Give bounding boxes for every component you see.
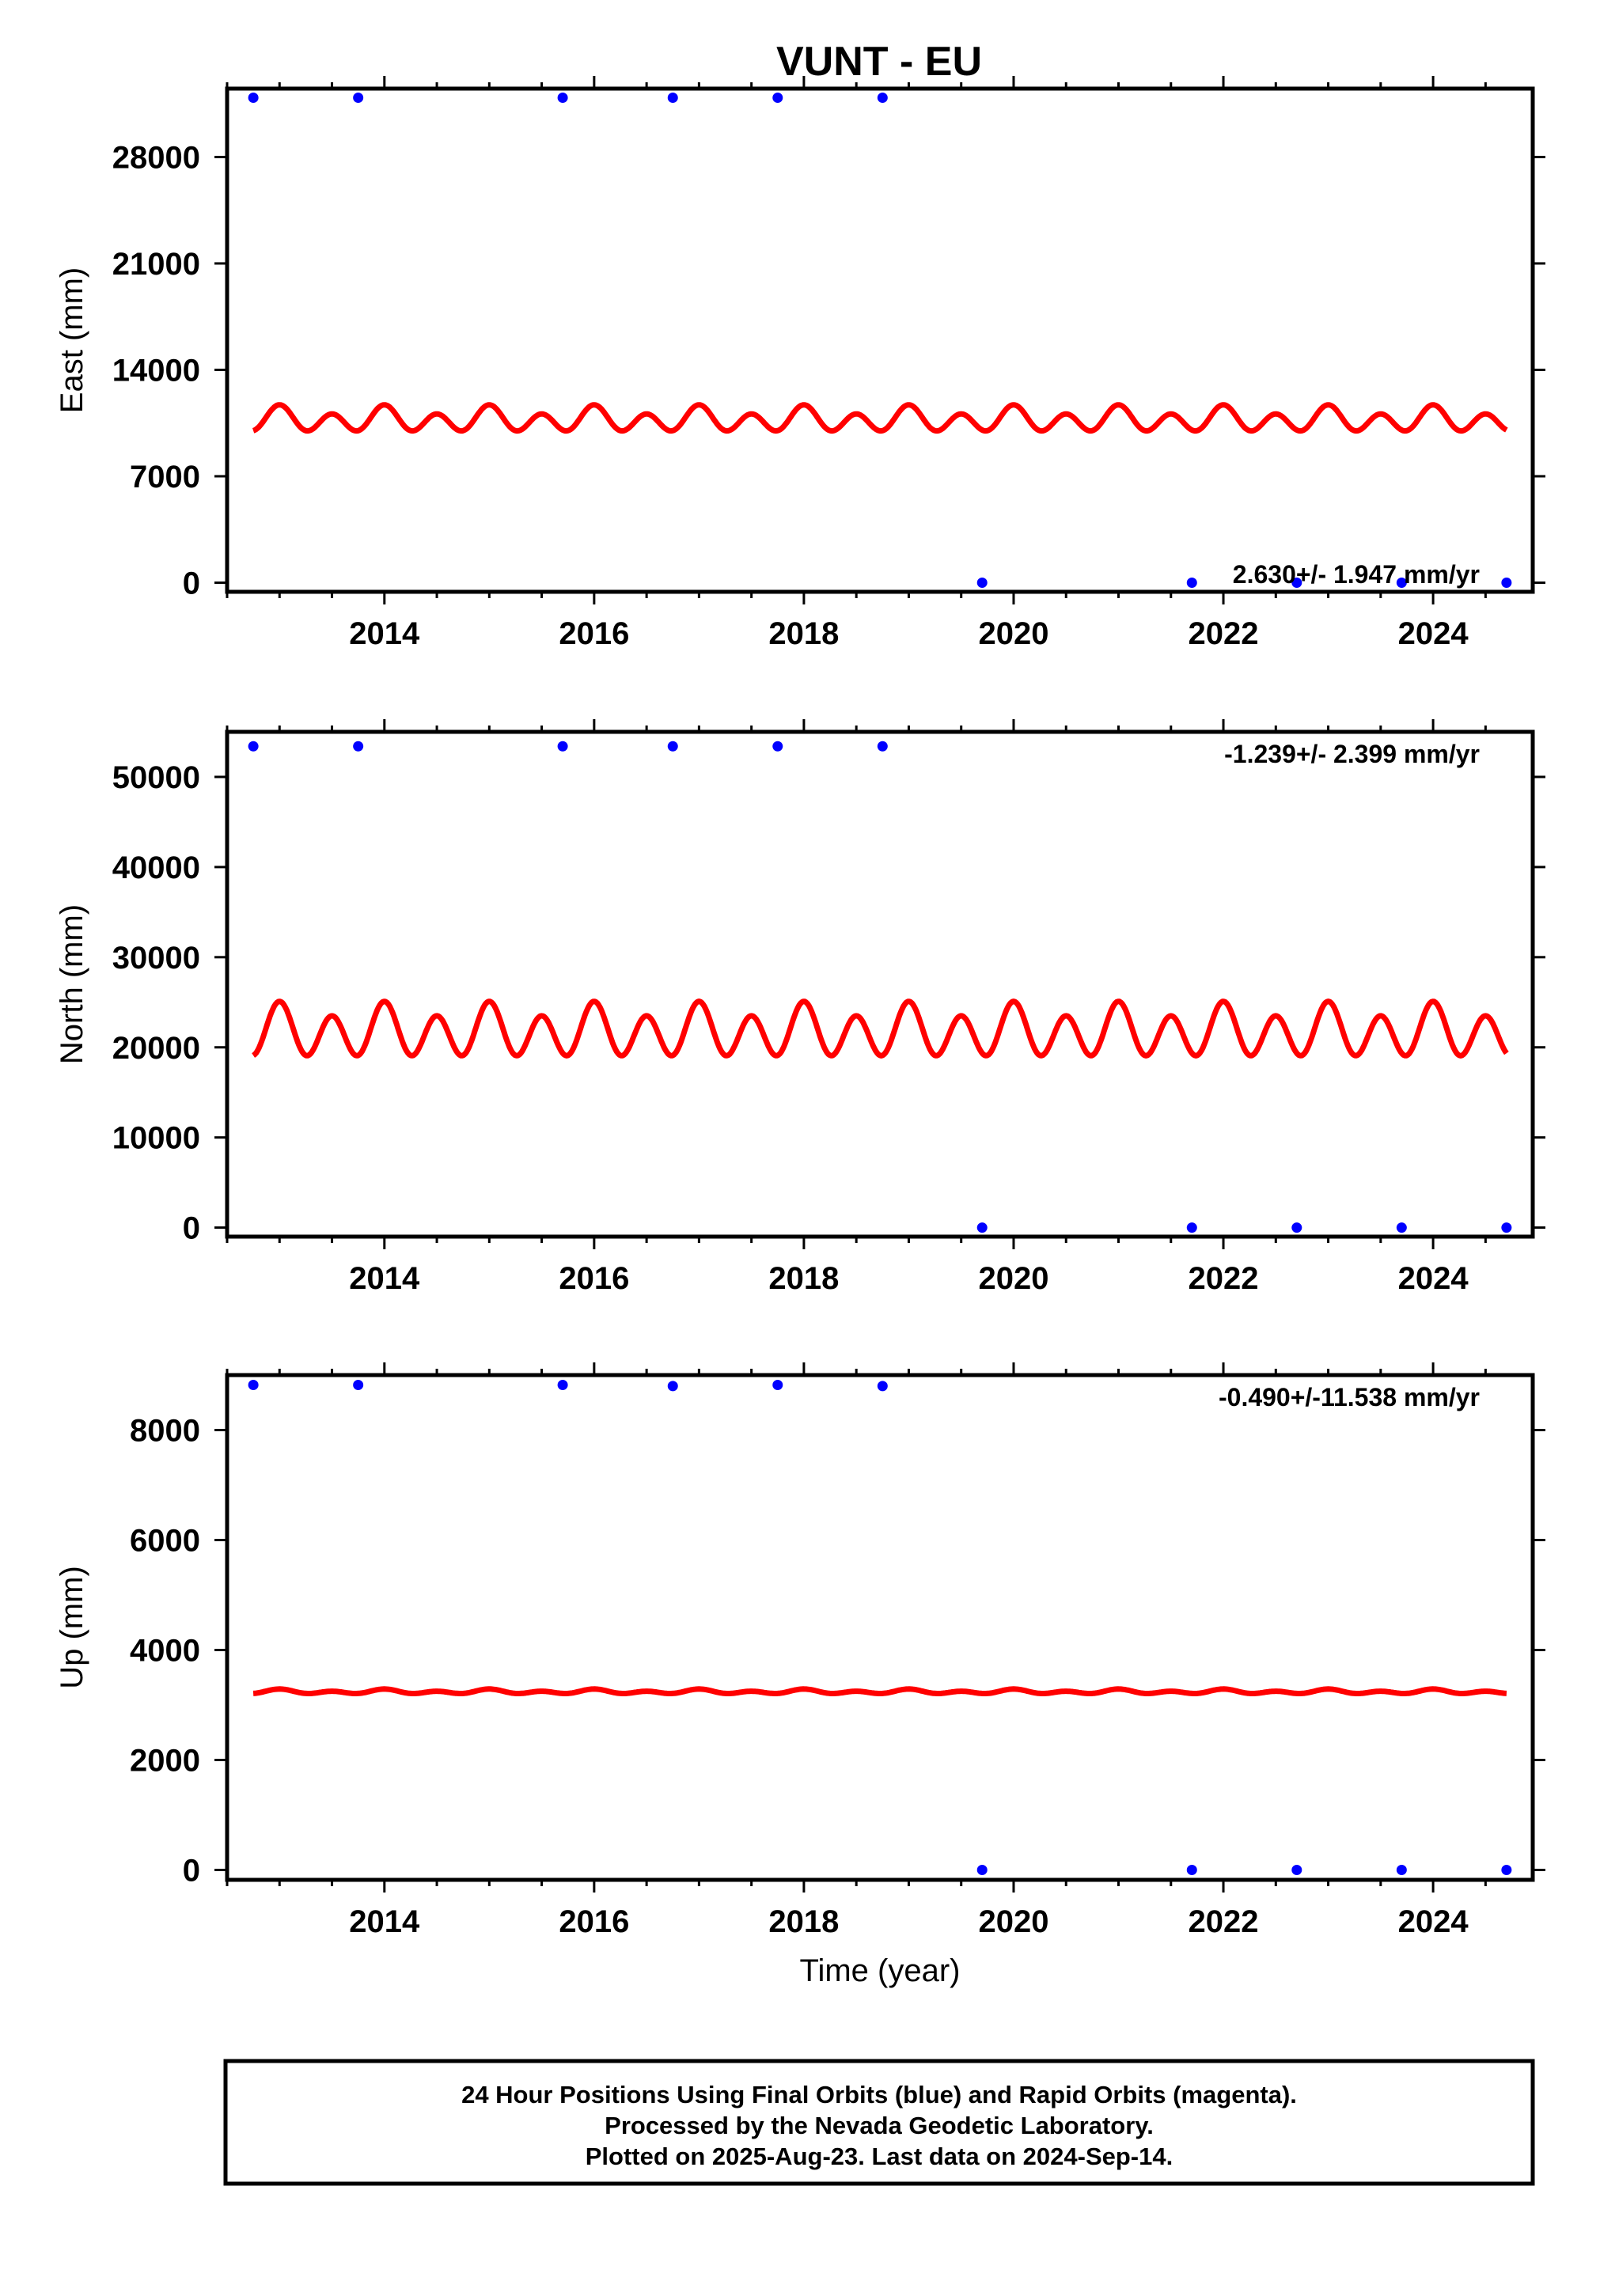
east-x-tick-label: 2016 xyxy=(559,616,629,651)
east-data-point xyxy=(667,93,678,104)
east-x-tick-label: 2024 xyxy=(1398,616,1469,651)
north-y-axis-label: North (mm) xyxy=(55,904,89,1064)
east-data-point xyxy=(772,93,783,104)
footer-line-3: Plotted on 2025-Aug-23. Last data on 202… xyxy=(586,2143,1173,2170)
north-data-point xyxy=(353,741,364,752)
up-x-tick-label: 2018 xyxy=(768,1904,839,1939)
north-x-tick-label: 2018 xyxy=(768,1261,839,1296)
east-data-point xyxy=(1396,577,1407,588)
footer-box: 24 Hour Positions Using Final Orbits (bl… xyxy=(223,2059,1535,2186)
east-data-point xyxy=(353,93,364,104)
east-y-tick-label: 0 xyxy=(183,566,200,601)
up-data-point xyxy=(772,1380,783,1391)
north-y-tick-label: 0 xyxy=(183,1211,200,1246)
east-y-tick-label: 21000 xyxy=(112,247,200,282)
up-data-point xyxy=(877,1381,888,1392)
up-x-tick-label: 2022 xyxy=(1189,1904,1259,1939)
footer-frame xyxy=(223,2059,1535,2186)
footer-line-2: Processed by the Nevada Geodetic Laborat… xyxy=(605,2112,1154,2139)
up-y-tick-label: 8000 xyxy=(130,1413,200,1448)
up-model-curve xyxy=(252,1686,1508,1696)
east-x-tick-label: 2018 xyxy=(768,616,839,651)
up-data-point xyxy=(1501,1864,1512,1875)
east-y-axis-label: East (mm) xyxy=(55,267,89,413)
north-data-point xyxy=(976,1222,988,1233)
east-data-point xyxy=(976,577,988,588)
east-rate-label: 2.630+/- 1.947 mm/yr xyxy=(1233,560,1480,589)
up-x-tick-label: 2024 xyxy=(1398,1904,1469,1939)
east-data-point xyxy=(248,93,259,104)
north-data-point xyxy=(772,741,783,752)
up-y-tick-label: 4000 xyxy=(130,1633,200,1668)
north-x-tick-label: 2016 xyxy=(559,1261,629,1296)
up-data-point xyxy=(248,1380,259,1391)
up-rate-label: -0.490+/-11.538 mm/yr xyxy=(1219,1383,1480,1411)
up-y-tick-label: 0 xyxy=(183,1853,200,1888)
east-data-point xyxy=(1186,577,1197,588)
east-panel: 2014 2016 2018 2020 2022 2024 0 7000 14000 21000 2… xyxy=(55,76,1545,651)
north-rate-label: -1.239+/- 2.399 mm/yr xyxy=(1224,740,1480,768)
east-y-tick-label: 7000 xyxy=(130,460,200,494)
up-x-tick-label: 2016 xyxy=(559,1904,629,1939)
north-data-point xyxy=(1291,1222,1302,1233)
north-data-point xyxy=(667,741,678,752)
up-data-point xyxy=(1291,1864,1302,1875)
up-plot-frame xyxy=(225,1373,1535,1882)
north-plot-frame xyxy=(225,729,1535,1239)
north-data-point xyxy=(877,741,888,752)
up-data-point xyxy=(976,1864,988,1875)
north-x-tick-label: 2022 xyxy=(1189,1261,1259,1296)
north-x-tick-label: 2014 xyxy=(349,1261,420,1296)
north-data-point xyxy=(1501,1222,1512,1233)
north-panel: 2014 2016 2018 2020 2022 2024 0 10000 20000 30000… xyxy=(55,719,1545,1296)
east-x-tick-label: 2022 xyxy=(1189,616,1259,651)
east-y-tick-label: 14000 xyxy=(112,353,200,388)
north-model-curve xyxy=(252,998,1509,1059)
east-data-point xyxy=(557,93,568,104)
chart-title: VUNT - EU xyxy=(776,39,982,85)
east-plot-frame xyxy=(225,86,1535,594)
up-data-point xyxy=(1186,1864,1197,1875)
north-y-tick-label: 20000 xyxy=(112,1031,200,1066)
north-y-tick-label: 40000 xyxy=(112,851,200,885)
north-data-point xyxy=(557,741,568,752)
north-x-tick-label: 2020 xyxy=(978,1261,1048,1296)
up-y-tick-label: 6000 xyxy=(130,1523,200,1558)
up-data-point xyxy=(667,1381,678,1392)
east-x-tick-label: 2014 xyxy=(349,616,420,651)
up-panel: 2014 2016 2018 2020 2022 2024 0 2000 4000 6000 800… xyxy=(55,1362,1545,1988)
east-data-point xyxy=(877,93,888,104)
north-x-tick-label: 2024 xyxy=(1398,1261,1469,1296)
east-model-curve xyxy=(252,402,1508,434)
up-x-tick-label: 2020 xyxy=(978,1904,1048,1939)
north-y-tick-label: 10000 xyxy=(112,1121,200,1156)
north-y-tick-label: 50000 xyxy=(112,760,200,795)
footer-line-1: 24 Hour Positions Using Final Orbits (bl… xyxy=(461,2081,1297,2108)
up-x-axis-label: Time (year) xyxy=(800,1953,961,1988)
up-y-tick-label: 2000 xyxy=(130,1743,200,1778)
north-data-point xyxy=(248,741,259,752)
north-data-point xyxy=(1396,1222,1407,1233)
north-y-tick-label: 30000 xyxy=(112,941,200,976)
east-data-point xyxy=(1291,577,1302,588)
east-x-tick-label: 2020 xyxy=(978,616,1048,651)
east-y-tick-label: 28000 xyxy=(112,140,200,175)
up-data-point xyxy=(353,1380,364,1391)
up-x-tick-label: 2014 xyxy=(349,1904,420,1939)
east-data-point xyxy=(1501,577,1512,588)
up-y-axis-label: Up (mm) xyxy=(55,1566,89,1689)
north-data-point xyxy=(1186,1222,1197,1233)
up-data-point xyxy=(1396,1864,1407,1875)
up-data-point xyxy=(557,1380,568,1391)
